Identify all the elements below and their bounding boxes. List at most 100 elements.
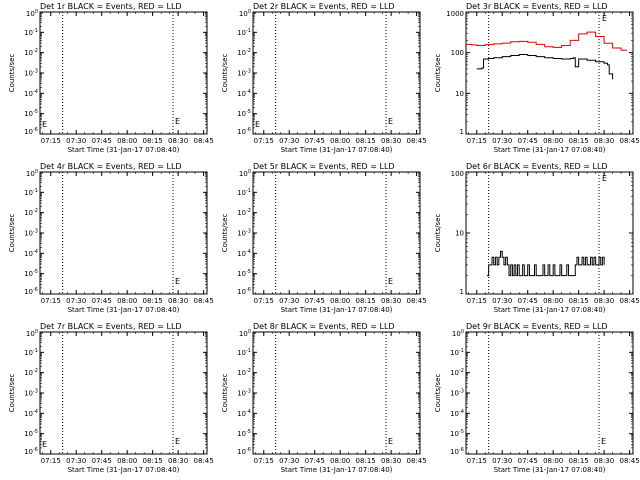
x-tick-label: 08:45 bbox=[194, 137, 214, 145]
y-axis-label: Counts/sec bbox=[221, 54, 229, 93]
x-tick-label: 08:00 bbox=[117, 297, 137, 305]
x-tick-label: 08:30 bbox=[168, 457, 188, 465]
x-tick-label: 08:15 bbox=[143, 457, 163, 465]
x-tick-label: 08:00 bbox=[543, 137, 563, 145]
y-tick-label: 10-1 bbox=[237, 28, 251, 37]
event-marker: E bbox=[602, 14, 607, 23]
event-marker: E bbox=[388, 437, 393, 446]
x-tick-label: 07:30 bbox=[492, 297, 512, 305]
x-tick-label: 07:30 bbox=[279, 457, 299, 465]
y-tick-label: 1000 bbox=[446, 10, 464, 18]
x-axis-label: Start Time (31-Jan-17 07:08:40) bbox=[281, 146, 393, 154]
event-marker: E bbox=[175, 277, 180, 286]
x-tick-label: 08:15 bbox=[143, 297, 163, 305]
x-tick-label: 08:15 bbox=[569, 297, 589, 305]
x-tick-label: 07:45 bbox=[92, 137, 112, 145]
y-tick-label: 10-5 bbox=[237, 269, 251, 278]
x-axis-label: Start Time (31-Jan-17 07:08:40) bbox=[494, 146, 606, 154]
y-tick-label: 10-3 bbox=[237, 389, 251, 398]
x-axis-label: Start Time (31-Jan-17 07:08:40) bbox=[68, 466, 180, 474]
x-tick-label: 07:30 bbox=[279, 297, 299, 305]
x-tick-label: 07:45 bbox=[305, 137, 325, 145]
x-tick-label: 07:15 bbox=[467, 297, 487, 305]
x-tick-label: 07:30 bbox=[492, 457, 512, 465]
x-tick-label: 08:00 bbox=[330, 137, 350, 145]
x-tick-label: 08:00 bbox=[117, 457, 137, 465]
x-axis-label: Start Time (31-Jan-17 07:08:40) bbox=[494, 466, 606, 474]
y-tick-label: 10-2 bbox=[24, 48, 38, 57]
x-axis-label: Start Time (31-Jan-17 07:08:40) bbox=[281, 466, 393, 474]
x-tick-label: 07:45 bbox=[92, 457, 112, 465]
y-tick-label: 10-3 bbox=[237, 69, 251, 78]
plot-frame bbox=[465, 11, 634, 135]
y-tick-label: 10-6 bbox=[450, 447, 464, 456]
x-tick-label: 07:30 bbox=[66, 137, 86, 145]
y-tick-label: 10-6 bbox=[237, 127, 251, 136]
x-tick-label: 07:15 bbox=[254, 137, 274, 145]
event-marker: E bbox=[601, 437, 606, 446]
y-axis-label: Counts/sec bbox=[221, 374, 229, 413]
y-tick-label: 10 bbox=[455, 230, 464, 238]
x-tick-label: 08:45 bbox=[620, 137, 640, 145]
y-tick-label: 10-5 bbox=[450, 429, 464, 438]
panel-title: Det 3r BLACK = Events, RED = LLD bbox=[466, 2, 608, 11]
x-tick-label: 07:45 bbox=[518, 137, 538, 145]
x-tick-label: 08:00 bbox=[543, 457, 563, 465]
x-tick-label: 08:00 bbox=[330, 297, 350, 305]
x-tick-label: 07:45 bbox=[305, 297, 325, 305]
event-marker: E bbox=[255, 120, 260, 129]
y-tick-label: 100 bbox=[26, 9, 38, 18]
y-tick-label: 10 bbox=[455, 90, 464, 98]
x-tick-label: 08:00 bbox=[117, 137, 137, 145]
x-tick-label: 07:45 bbox=[518, 297, 538, 305]
x-tick-label: 07:15 bbox=[41, 297, 61, 305]
x-axis-label: Start Time (31-Jan-17 07:08:40) bbox=[281, 306, 393, 314]
y-axis-label: Counts/sec bbox=[8, 214, 16, 253]
plot-frame bbox=[465, 331, 634, 455]
x-tick-label: 08:15 bbox=[569, 457, 589, 465]
data-series-lld bbox=[466, 31, 627, 51]
plot-frame bbox=[39, 171, 208, 295]
y-tick-label: 100 bbox=[26, 329, 38, 338]
x-tick-label: 08:30 bbox=[381, 457, 401, 465]
y-tick-label: 10-4 bbox=[237, 409, 251, 418]
plot-frame bbox=[252, 171, 421, 295]
x-tick-label: 07:15 bbox=[41, 137, 61, 145]
panel-title: Det 1r BLACK = Events, RED = LLD bbox=[40, 2, 182, 11]
y-tick-label: 10-4 bbox=[450, 409, 464, 418]
x-tick-label: 08:45 bbox=[620, 297, 640, 305]
y-tick-label: 10-3 bbox=[24, 389, 38, 398]
event-marker: E bbox=[388, 277, 393, 286]
panel-title: Det 2r BLACK = Events, RED = LLD bbox=[253, 2, 395, 11]
plot-frame bbox=[252, 331, 421, 455]
event-marker: E bbox=[42, 440, 47, 449]
event-marker: E bbox=[175, 437, 180, 446]
x-axis-label: Start Time (31-Jan-17 07:08:40) bbox=[68, 306, 180, 314]
y-tick-label: 10-1 bbox=[24, 348, 38, 357]
y-tick-label: 10-2 bbox=[24, 368, 38, 377]
event-marker: E bbox=[175, 117, 180, 126]
x-tick-label: 07:15 bbox=[254, 457, 274, 465]
x-tick-label: 08:45 bbox=[407, 297, 427, 305]
y-tick-label: 10-1 bbox=[237, 188, 251, 197]
x-tick-label: 08:15 bbox=[356, 297, 376, 305]
y-axis-label: Counts/sec bbox=[8, 54, 16, 93]
x-tick-label: 08:00 bbox=[330, 457, 350, 465]
y-axis-label: Counts/sec bbox=[434, 214, 442, 253]
y-tick-label: 10-6 bbox=[24, 287, 38, 296]
x-tick-label: 07:45 bbox=[305, 457, 325, 465]
y-tick-label: 10-5 bbox=[24, 429, 38, 438]
y-axis-label: Counts/sec bbox=[8, 374, 16, 413]
y-tick-label: 10-6 bbox=[24, 447, 38, 456]
y-tick-label: 10-1 bbox=[24, 188, 38, 197]
y-tick-label: 10-1 bbox=[24, 28, 38, 37]
y-tick-label: 10-4 bbox=[24, 89, 38, 98]
x-tick-label: 08:15 bbox=[356, 137, 376, 145]
y-tick-label: 10-6 bbox=[237, 287, 251, 296]
x-tick-label: 07:30 bbox=[66, 297, 86, 305]
y-tick-label: 10-5 bbox=[24, 109, 38, 118]
